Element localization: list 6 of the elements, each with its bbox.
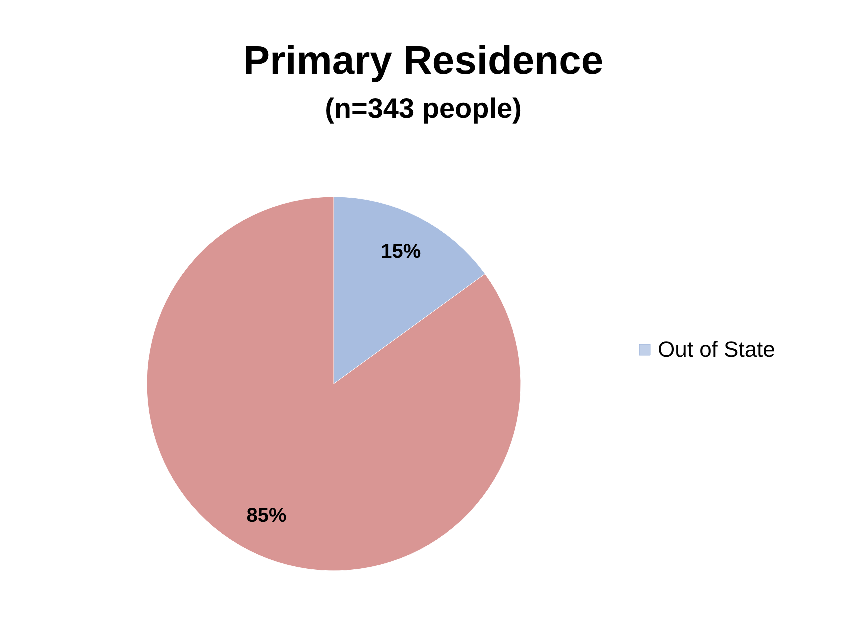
chart-title: Primary Residence <box>243 39 604 83</box>
chart-subtitle: (n=343 people) <box>325 93 522 124</box>
data-label: 85% <box>246 504 288 527</box>
legend-label: Out of State <box>658 337 776 362</box>
pie-slice <box>146 196 522 572</box>
data-label: 15% <box>381 241 422 264</box>
